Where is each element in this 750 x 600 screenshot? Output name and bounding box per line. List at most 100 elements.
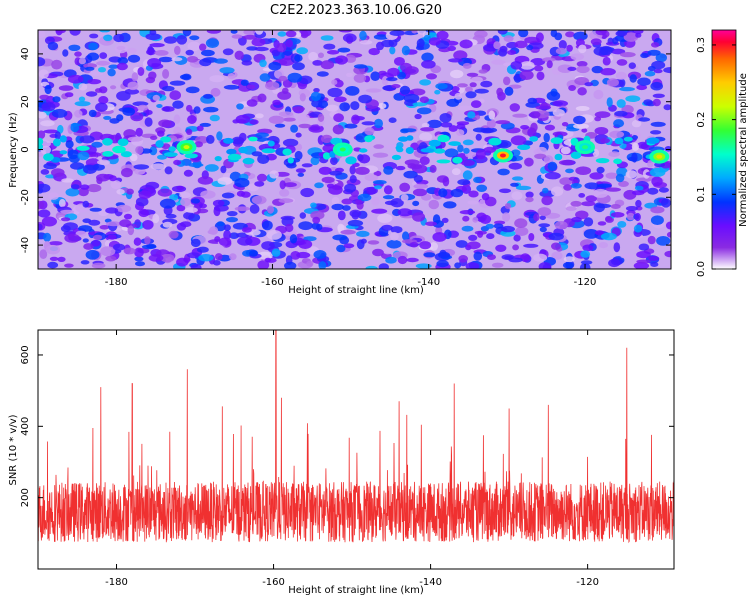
spectrogram-blob: [491, 59, 506, 65]
spectrogram-blob: [512, 113, 528, 118]
spectrogram-blob: [306, 260, 314, 267]
spectrogram-blob: [570, 151, 582, 159]
spectrogram-blob: [145, 110, 153, 115]
spectrogram-blob: [517, 144, 531, 150]
spectrogram-blob: [503, 76, 511, 86]
spectrogram-blob: [606, 78, 619, 87]
spectrogram-blob: [283, 182, 297, 188]
spectrogram-blob: [631, 135, 639, 140]
spectrogram-blob: [595, 158, 610, 164]
spectrogram-blob: [628, 62, 636, 69]
spectrogram-blob: [283, 117, 296, 122]
spectrogram-blob: [179, 192, 191, 199]
spectrogram-blob: [257, 251, 273, 260]
spectrogram-blob: [376, 41, 384, 51]
spectrogram-blob: [89, 71, 104, 76]
spectrogram-blob: [53, 138, 61, 147]
spectrogram-blob: [421, 52, 434, 62]
spectrogram-blob: [135, 146, 144, 155]
spectrogram-blob: [551, 186, 564, 197]
spectrogram-blob: [183, 169, 193, 177]
spectrogram-blob: [227, 153, 242, 161]
spectrogram-blob: [647, 187, 659, 195]
spectrogram-blob: [472, 216, 479, 223]
spectrogram-blob: [223, 224, 231, 231]
spectrogram-blob: [443, 201, 457, 209]
spectrogram-blob: [339, 102, 351, 112]
spectrogram-blob: [188, 162, 204, 168]
spectrogram-blob: [271, 248, 281, 257]
spectrogram-blob: [299, 93, 306, 102]
spectrogram-blob: [254, 46, 269, 52]
spectrogram-blob: [554, 153, 563, 161]
spectrogram-blob: [278, 111, 294, 117]
spectrogram-blob: [383, 185, 393, 195]
spectrogram-blob: [312, 60, 323, 66]
spectrogram-blob: [206, 30, 221, 34]
spectrogram-blob: [49, 256, 59, 261]
spectrogram-blob: [406, 135, 414, 141]
spectrogram-blob: [405, 147, 414, 154]
spectrogram-blob: [257, 93, 267, 103]
spectrogram-blob: [218, 237, 232, 246]
spectrogram-blob: [298, 221, 313, 231]
spectrogram-blob: [116, 91, 131, 101]
spectrogram-blob: [373, 34, 390, 40]
spectrogram-blob: [374, 118, 383, 129]
spectrogram-blob: [428, 37, 441, 46]
spectrogram-blob: [331, 79, 338, 85]
spectrogram-blob: [156, 104, 163, 108]
spectrogram-blob: [625, 95, 641, 102]
spectrogram-blob: [623, 32, 639, 42]
spectrogram-blob: [632, 190, 645, 196]
spectrogram-blob: [165, 213, 177, 219]
spectrogram-blob: [337, 47, 351, 53]
spectrogram-blob: [480, 128, 494, 134]
spectrogram-blob: [87, 52, 100, 61]
spectrogram-blob: [638, 243, 650, 251]
spectrogram-blob: [83, 164, 97, 174]
spectrogram-blob: [71, 184, 80, 190]
spectrogram-blob: [444, 148, 459, 158]
spectrogram-blob: [48, 192, 59, 200]
spectrogram-blob: [174, 45, 181, 56]
spectrogram-blob: [173, 114, 181, 124]
spectrogram-blob: [419, 156, 430, 165]
spectrogram-blob: [59, 150, 68, 155]
spectrogram-blob: [237, 236, 253, 246]
spectrogram-blob: [197, 246, 209, 253]
spectrogram-blob: [381, 76, 389, 86]
spectrogram-blob: [217, 177, 233, 185]
y-tick-label: 40: [20, 48, 31, 61]
spectrogram-blob: [519, 61, 535, 70]
spectrogram-blob: [65, 140, 74, 149]
spectrogram-blob: [650, 262, 659, 267]
colorbar-scale: [711, 29, 737, 270]
spectrogram-blob: [573, 31, 588, 41]
spectrogram-blob: [96, 60, 110, 66]
spectrogram-blob: [93, 234, 103, 240]
spectrogram-blob: [595, 230, 604, 236]
spectrogram-blob: [39, 249, 48, 259]
snr-x-label: Height of straight line (km): [288, 585, 424, 596]
spectrogram-blob: [470, 76, 483, 83]
spectrogram-blob: [423, 252, 436, 258]
spectrogram-blob: [39, 94, 50, 100]
spectrogram-blob: [74, 109, 83, 118]
spectrogram-blob: [470, 100, 482, 108]
spectrogram-blob: [385, 256, 397, 264]
spectrogram-blob: [95, 102, 108, 112]
spectrogram-blob: [38, 137, 44, 146]
spectrogram-blob: [469, 82, 477, 88]
spectrogram-blob: [384, 200, 398, 206]
spectrogram-blob: [68, 44, 81, 51]
spectrogram-blob: [322, 152, 331, 160]
spectrogram-blob: [210, 87, 221, 97]
spectrogram-blob: [541, 195, 553, 206]
spectrogram-blob: [126, 188, 134, 195]
spectrogram-blob: [86, 184, 102, 193]
spectrogram-blob: [514, 40, 528, 49]
spectrogram-blob: [249, 250, 258, 257]
spectrogram-blob: [416, 107, 432, 115]
spectrogram-blob: [274, 123, 286, 128]
